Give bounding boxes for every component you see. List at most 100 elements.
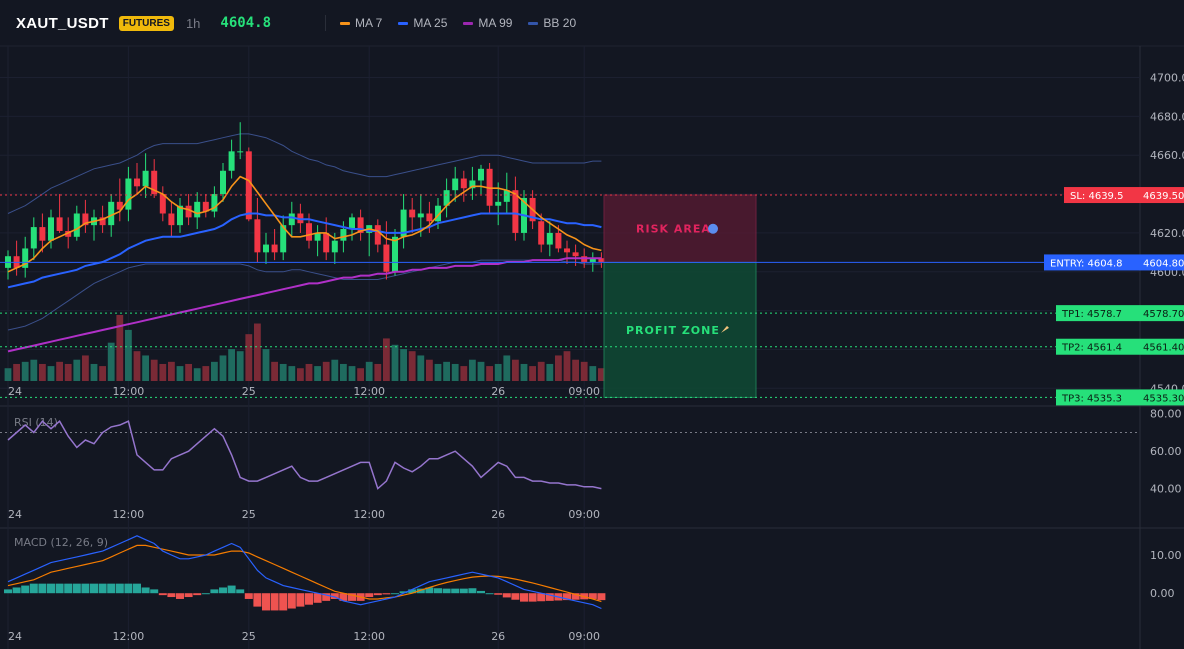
- candle-body: [374, 225, 381, 245]
- legend-ma99-swatch: [463, 21, 474, 25]
- rsi-y-tick-label: 60.00: [1150, 445, 1182, 458]
- legend-ma25[interactable]: MA 25: [398, 16, 447, 30]
- legend-ma99[interactable]: MA 99: [463, 16, 512, 30]
- macd-histogram-bar: [210, 589, 219, 594]
- macd-histogram-bar: [236, 589, 245, 594]
- volume-bar: [503, 355, 511, 381]
- rsi-y-tick-label: 80.00: [1150, 408, 1182, 421]
- last-price: 4604.8: [220, 15, 271, 31]
- volume-bar: [56, 361, 63, 381]
- volume-bar: [400, 349, 407, 381]
- volume-bar: [365, 361, 373, 381]
- rocket-icon: [721, 325, 729, 333]
- macd-histogram-bar: [184, 593, 193, 598]
- y-tick-label: 4620.00: [1150, 227, 1184, 240]
- macd-histogram-bar: [588, 593, 597, 599]
- volume-bar: [520, 363, 528, 381]
- macd-histogram-bar: [399, 591, 408, 594]
- volume-bar: [39, 363, 46, 381]
- bb-upper-line: [7, 133, 602, 214]
- rsi-y-tick-label: 40.00: [1150, 483, 1182, 496]
- volume-bar: [305, 363, 313, 381]
- y-tick-label: 4660.00: [1150, 149, 1184, 162]
- candle-body: [30, 227, 37, 249]
- candle-body: [99, 217, 106, 226]
- stop-loss-tag-bg: [1140, 187, 1184, 204]
- candle-body: [443, 190, 450, 206]
- take-profit-1-label: TP1: 4578.7: [1061, 309, 1122, 320]
- profit-zone[interactable]: [603, 261, 757, 398]
- macd-histogram-bar: [90, 583, 98, 594]
- macd-histogram-bar: [72, 583, 81, 594]
- risk-area-zone[interactable]: [603, 194, 757, 263]
- volume-bar: [193, 368, 201, 381]
- candle-body: [340, 229, 347, 241]
- candle-body: [478, 168, 484, 181]
- x-tick-label: 26: [491, 630, 505, 643]
- candle-body: [48, 217, 54, 241]
- macd-histogram-bar: [408, 589, 417, 594]
- macd-histogram-bar: [115, 583, 124, 594]
- candle-body: [598, 258, 605, 263]
- x-tick-label: 09:00: [568, 385, 600, 398]
- volume-bar: [331, 359, 339, 381]
- macd-histogram-bar: [451, 588, 460, 594]
- macd-histogram-bar: [270, 593, 279, 611]
- macd-histogram-bar: [150, 589, 159, 594]
- volume-bar: [245, 334, 253, 381]
- candle-body: [503, 190, 510, 202]
- candle-body: [288, 213, 295, 226]
- volume-bar: [64, 363, 72, 381]
- macd-histogram-bar: [571, 593, 580, 600]
- volume-bar: [99, 366, 106, 381]
- candle-body: [306, 223, 312, 241]
- legend-bb20[interactable]: BB 20: [528, 16, 576, 30]
- volume-bar: [73, 359, 81, 381]
- candle-body: [168, 213, 175, 226]
- macd-histogram-bar: [296, 593, 305, 607]
- macd-histogram-bar: [64, 583, 73, 594]
- volume-bar: [271, 361, 278, 381]
- candle-body: [392, 236, 398, 272]
- macd-histogram-bar: [511, 593, 520, 600]
- macd-histogram-bar: [262, 593, 270, 611]
- volume-bar: [374, 363, 382, 381]
- profit-zone-label: PROFIT ZONE: [626, 324, 720, 337]
- header-divider: [325, 15, 326, 31]
- volume-bar: [598, 368, 605, 381]
- candle-body: [417, 213, 424, 218]
- candle-body: [263, 244, 269, 253]
- macd-histogram-bar: [434, 588, 442, 594]
- symbol-title[interactable]: XAUT_USDT: [16, 14, 109, 32]
- rsi-title: RSI (14): [14, 416, 58, 429]
- volume-bar: [434, 363, 442, 381]
- macd-histogram-bar: [382, 593, 391, 595]
- volume-bar: [477, 361, 485, 381]
- volume-bar: [159, 363, 167, 381]
- legend-ma7[interactable]: MA 7: [340, 16, 382, 30]
- macd-histogram-bar: [47, 583, 55, 594]
- entry-price-tag: 4604.80: [1143, 258, 1184, 269]
- entry-label: ENTRY: 4604.8: [1050, 258, 1123, 269]
- take-profit-3-label: TP3: 4535.3: [1061, 393, 1122, 404]
- volume-bar: [150, 359, 158, 381]
- stop-loss-label: SL: 4639.5: [1070, 191, 1123, 202]
- candle-body: [125, 178, 132, 210]
- candle-body: [177, 205, 183, 226]
- macd-line: [7, 535, 602, 610]
- macd-histogram-bar: [459, 588, 468, 594]
- candle-body: [116, 201, 123, 210]
- candle-body: [22, 248, 29, 268]
- macd-histogram-bar: [528, 593, 537, 602]
- macd-histogram-bar: [133, 583, 141, 594]
- macd-histogram-bar: [442, 588, 451, 594]
- legend-bb20-swatch: [528, 21, 539, 25]
- take-profit-1-label-bg: [1056, 305, 1140, 322]
- candle-body: [538, 221, 545, 245]
- candle-body: [211, 194, 218, 212]
- timeframe-label[interactable]: 1h: [185, 15, 201, 31]
- take-profit-3-tag-bg: [1140, 389, 1184, 406]
- volume-bar: [357, 368, 364, 381]
